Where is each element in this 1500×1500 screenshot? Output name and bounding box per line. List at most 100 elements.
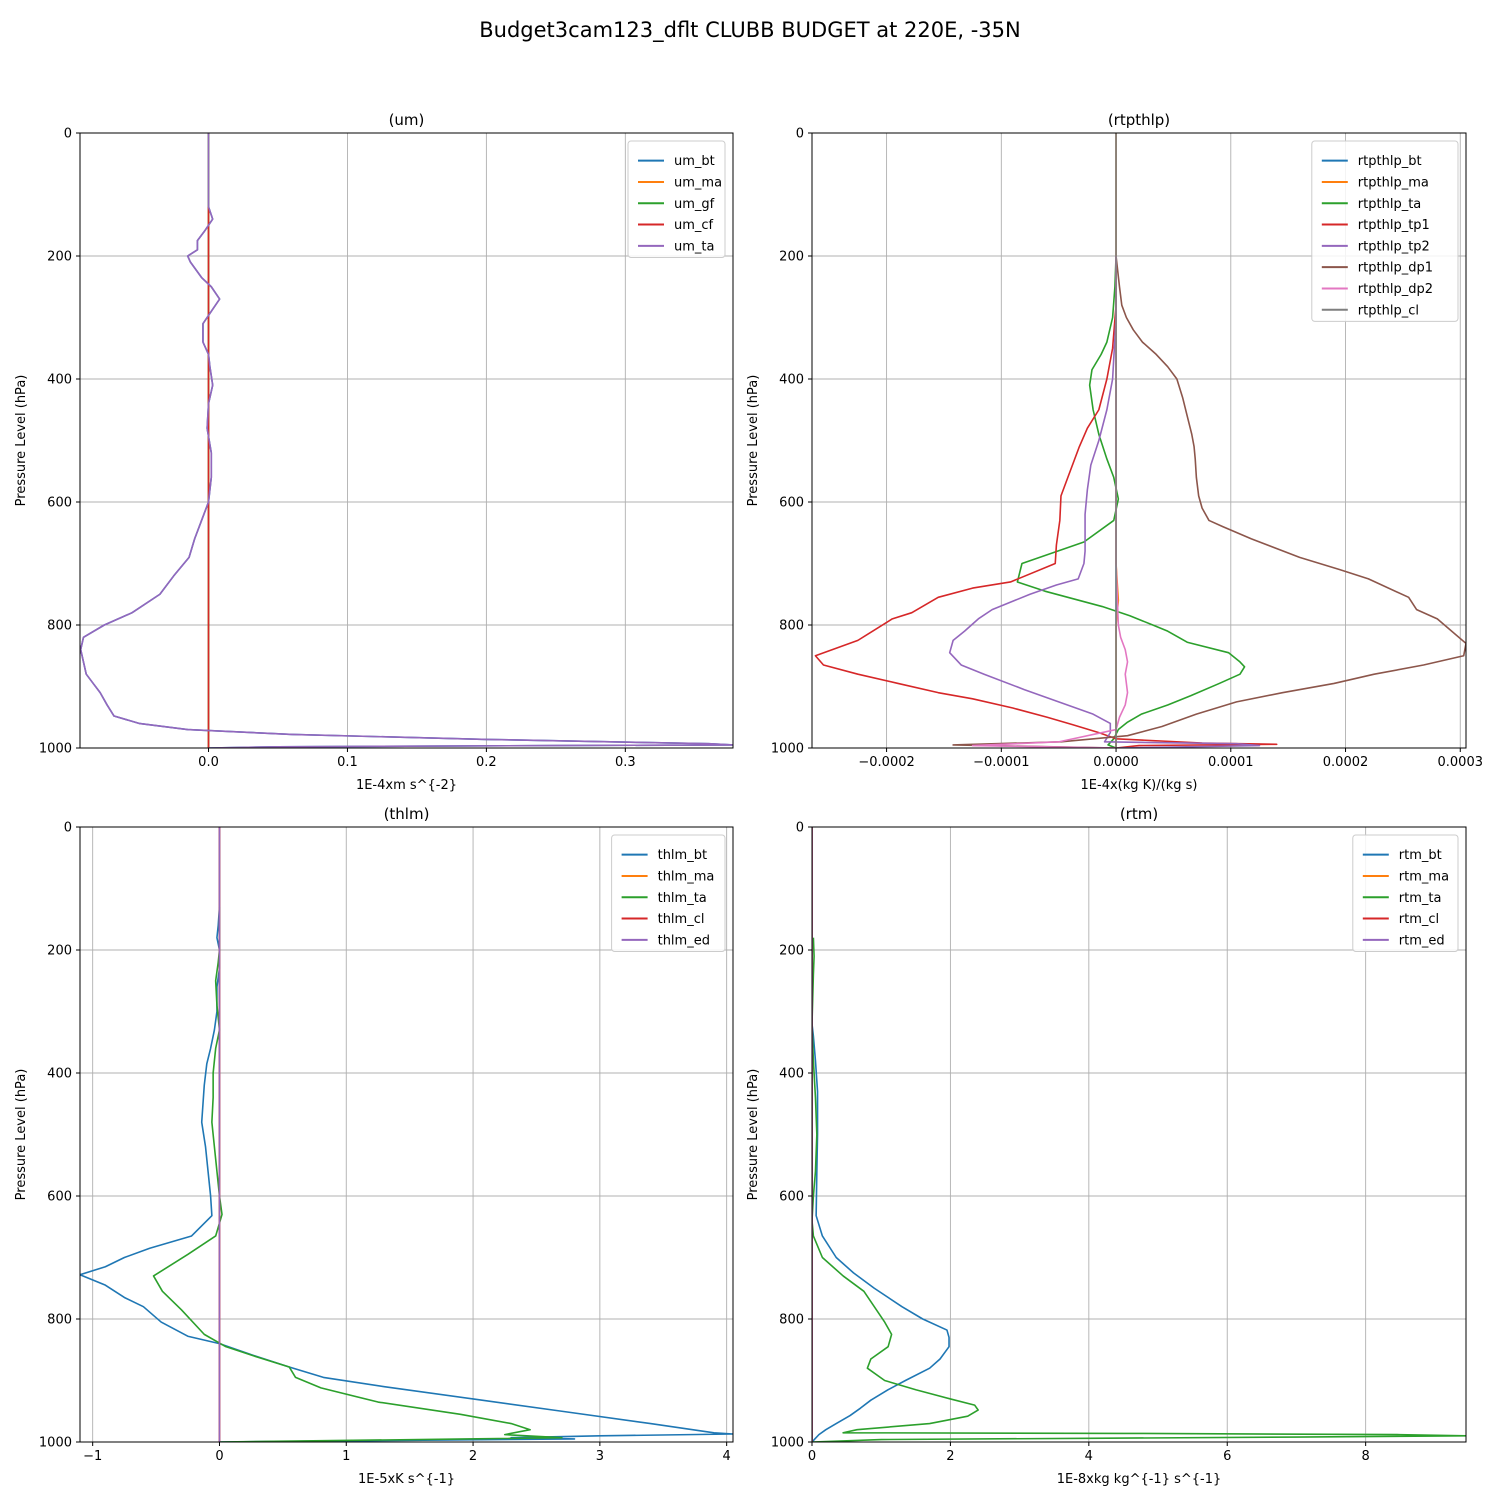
legend-entry-um_bt: um_bt [674, 154, 715, 169]
y-tick-label: 400 [779, 373, 804, 388]
x-tick-label: 2 [946, 1449, 954, 1464]
series-line-um_ta [80, 133, 733, 748]
y-tick-label: 800 [47, 619, 72, 634]
x-tick-label: 0.0 [198, 755, 219, 770]
y-tick-label: 0 [64, 821, 72, 836]
y-tick-label: 400 [47, 1067, 72, 1082]
legend-entry-rtpthlp_tp2: rtpthlp_tp2 [1358, 239, 1430, 254]
y-tick-label: 600 [47, 1190, 72, 1205]
legend-entry-rtpthlp_bt: rtpthlp_bt [1358, 154, 1422, 169]
y-axis-label: Pressure Level (hPa) [746, 375, 761, 507]
x-tick-label: −0.0001 [973, 755, 1029, 770]
x-tick-label: 0.3 [615, 755, 636, 770]
x-tick-label: 6 [1223, 1449, 1231, 1464]
y-tick-label: 400 [47, 373, 72, 388]
legend-box [627, 140, 726, 258]
y-tick-label: 800 [779, 619, 804, 634]
x-tick-label: 0 [215, 1449, 223, 1464]
legend: rtpthlp_bt rtpthlp_ma rtpthlp_ta rtpthlp_tp… [1311, 140, 1459, 322]
y-tick-label: 0 [796, 127, 804, 142]
x-axis-label: 1E-8xkg kg^{-1} s^{-1} [1057, 1472, 1222, 1487]
legend: um_bt um_ma um_gf um_cf um_ta [627, 140, 726, 258]
x-tick-label: 8 [1362, 1449, 1370, 1464]
legend-entry-rtm_ta: rtm_ta [1399, 891, 1442, 906]
x-axis-label: 1E-4xm s^{-2} [356, 778, 457, 793]
legend-box [1352, 834, 1459, 952]
x-tick-label: 0.0001 [1208, 755, 1254, 770]
legend-entry-um_ta: um_ta [674, 239, 714, 254]
y-tick-label: 1000 [39, 742, 72, 757]
series-line-rtpthlp_tp2 [948, 256, 1261, 748]
subplot-title: (rtpthlp) [1108, 111, 1170, 129]
y-tick-label: 200 [47, 250, 72, 265]
legend-entry-thlm_ma: thlm_ma [658, 869, 715, 884]
x-tick-label: 0.2 [476, 755, 497, 770]
x-tick-label: 2 [469, 1449, 477, 1464]
x-tick-label: 0.0000 [1093, 755, 1139, 770]
legend-entry-thlm_bt: thlm_bt [658, 848, 707, 863]
x-tick-label: 0.1 [337, 755, 358, 770]
y-tick-label: 1000 [771, 742, 804, 757]
legend-entry-rtm_cl: rtm_cl [1399, 912, 1439, 927]
legend-entry-rtpthlp_dp1: rtpthlp_dp1 [1358, 261, 1433, 276]
plot-frame [811, 132, 1467, 749]
legend-box [611, 834, 726, 952]
series-line-rtpthlp_tp1 [814, 256, 1278, 748]
y-axis-label: Pressure Level (hPa) [14, 1069, 29, 1201]
legend-entry-um_cf: um_cf [674, 218, 714, 233]
subplot-3: 0 2 4 6 8 0 200 400 600 800 1000 (rtm) 1E-8xkg kg^{-… [746, 805, 1467, 1487]
legend-entry-rtpthlp_ta: rtpthlp_ta [1358, 197, 1421, 212]
y-tick-label: 200 [779, 250, 804, 265]
x-axis-label: 1E-5xK s^{-1} [358, 1472, 455, 1487]
legend-entry-rtpthlp_dp2: rtpthlp_dp2 [1358, 282, 1433, 297]
legend-entry-rtm_ed: rtm_ed [1399, 933, 1445, 948]
legend-entry-thlm_ed: thlm_ed [658, 933, 710, 948]
y-tick-label: 600 [779, 1190, 804, 1205]
y-tick-label: 200 [47, 944, 72, 959]
y-tick-label: 1000 [39, 1436, 72, 1451]
y-axis-label: Pressure Level (hPa) [14, 375, 29, 507]
y-tick-label: 400 [779, 1067, 804, 1082]
x-tick-label: −1 [83, 1449, 102, 1464]
legend: rtm_bt rtm_ma rtm_ta rtm_cl rtm_ed [1352, 834, 1459, 952]
legend-entry-thlm_ta: thlm_ta [658, 891, 707, 906]
y-tick-label: 600 [47, 496, 72, 511]
x-tick-label: 3 [596, 1449, 604, 1464]
legend-entry-rtpthlp_cl: rtpthlp_cl [1358, 303, 1419, 318]
legend-entry-rtpthlp_ma: rtpthlp_ma [1358, 175, 1429, 190]
y-tick-label: 600 [779, 496, 804, 511]
legend-entry-um_gf: um_gf [674, 197, 715, 212]
series-line-rtm_ta [812, 937, 1466, 1442]
y-tick-label: 800 [47, 1313, 72, 1328]
plot-frame [79, 132, 734, 749]
x-tick-label: 0.0003 [1438, 755, 1484, 770]
subplot-title: (thlm) [384, 805, 430, 823]
subplot-title: (um) [389, 111, 425, 129]
series-line-rtpthlp_dp1 [952, 255, 1466, 748]
series-line-rtpthlp_dp2 [971, 256, 1129, 748]
series-line-rtm_bt [812, 1023, 950, 1442]
figure-title: Budget3cam123_dflt CLUBB BUDGET at 220E,… [479, 18, 1020, 43]
subplot-2: −1 0 1 2 3 4 0 200 400 600 800 1000 (thlm) 1E-5xK s^{… [14, 805, 734, 1487]
plot-frame [811, 826, 1467, 1443]
legend-entry-rtpthlp_tp1: rtpthlp_tp1 [1358, 218, 1430, 233]
y-tick-label: 800 [779, 1313, 804, 1328]
plot-frame [79, 826, 734, 1443]
legend-entry-rtm_bt: rtm_bt [1399, 848, 1442, 863]
x-tick-label: 4 [1085, 1449, 1093, 1464]
series-line-rtpthlp_ta [1016, 255, 1246, 748]
legend: thlm_bt thlm_ma thlm_ta thlm_cl thlm_ed [611, 834, 726, 952]
x-tick-label: 0 [808, 1449, 816, 1464]
x-tick-label: 0.0002 [1323, 755, 1369, 770]
y-tick-label: 1000 [771, 1436, 804, 1451]
y-axis-label: Pressure Level (hPa) [746, 1069, 761, 1201]
y-tick-label: 0 [64, 127, 72, 142]
x-tick-label: −0.0002 [858, 755, 914, 770]
x-tick-label: 1 [342, 1449, 350, 1464]
legend-entry-um_ma: um_ma [674, 175, 722, 190]
x-tick-label: 4 [723, 1449, 731, 1464]
legend-entry-thlm_cl: thlm_cl [658, 912, 705, 927]
subplot-1: −0.0002 −0.0001 0.0000 0.0001 0.0002 0.0003 0 2… [746, 111, 1483, 793]
subplot-title: (rtm) [1120, 805, 1158, 823]
